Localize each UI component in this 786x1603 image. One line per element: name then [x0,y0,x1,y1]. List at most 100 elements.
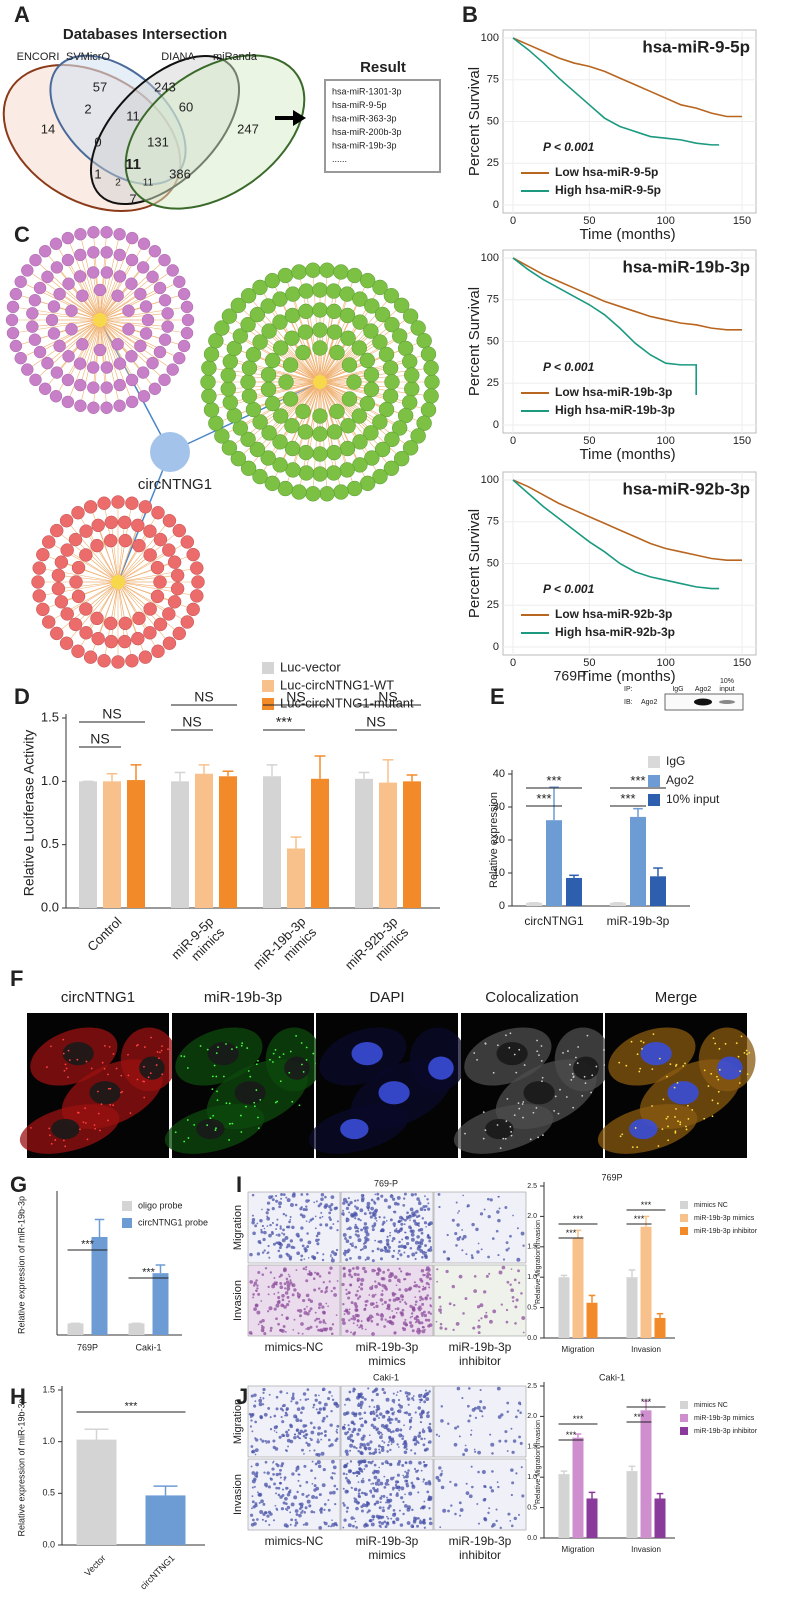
cell [254,1453,257,1456]
cell [359,1406,363,1409]
cell [297,1332,300,1335]
cell [352,1389,356,1393]
cell [381,1440,384,1443]
signal-dot [187,1137,190,1139]
cell [267,1285,270,1289]
cell [266,1514,270,1518]
cell [306,1499,311,1504]
cell [355,1506,359,1511]
network-node [272,434,288,450]
cell [497,1485,500,1489]
error-bar [628,1269,636,1278]
cell [318,1407,323,1411]
legend-label: High hsa-miR-9-5p [555,183,661,197]
network-edge [117,540,126,583]
network-node [252,468,268,485]
cell [343,1313,346,1315]
cell [251,1214,254,1217]
network-node [420,346,437,362]
micrograph [340,1264,434,1337]
cell [510,1427,513,1430]
cell [455,1201,458,1204]
network-node [162,636,177,650]
network-node [141,313,155,327]
cell [376,1478,381,1483]
cell [391,1291,395,1296]
network-node [125,496,139,510]
cell [409,1229,413,1233]
cell [390,1407,394,1412]
cell [264,1267,268,1270]
cell [477,1331,481,1335]
cell [383,1415,386,1417]
cell [315,1408,318,1411]
cell [289,1279,292,1282]
cell [497,1218,501,1223]
cell [418,1321,422,1325]
nucleus [629,1118,658,1140]
network-hub [313,375,327,389]
cell [329,1218,332,1222]
cell [285,1280,290,1284]
cell [295,1513,299,1516]
network-node [61,253,75,267]
network-node [341,391,358,407]
cell [420,1312,425,1316]
signal-dot [657,1145,660,1147]
network-node [9,339,23,353]
cell [519,1441,523,1445]
network-node [111,495,125,509]
network-node [131,631,145,646]
cell [349,1443,354,1448]
signal-dot [147,1076,150,1079]
cell [413,1281,416,1284]
nucleus [139,1056,165,1080]
error-bar [106,772,118,782]
signal-dot [717,1090,720,1093]
network-node [111,655,125,669]
cell [254,1289,257,1292]
cell [353,1429,356,1431]
significance-label: *** [634,1412,645,1422]
cell [283,1305,287,1309]
signal-dot [667,1125,669,1128]
network-node [282,357,299,373]
cell [479,1303,484,1308]
signal-dot [240,1044,243,1047]
cell [352,1422,356,1426]
signal-dot [246,1047,249,1049]
network-node [111,338,124,351]
cell [291,1396,295,1401]
cell [406,1397,411,1401]
cell [324,1434,327,1438]
cell [380,1526,382,1529]
cell [496,1386,501,1391]
cell [407,1505,411,1510]
cell [298,1473,301,1476]
cell [400,1311,404,1316]
cell [369,1518,373,1523]
cell [342,1526,345,1529]
cell [320,1438,323,1441]
signal-dot [159,1051,161,1054]
nucleus [62,1042,94,1066]
signal-dot [48,1134,51,1137]
cell [391,1239,394,1243]
network-node [146,270,159,284]
cell [422,1460,426,1464]
significance-label: *** [620,791,635,806]
network-label: circNTNG1 [138,476,212,493]
significance-label: *** [573,1214,584,1224]
signal-dot [522,1116,524,1119]
cell [346,1490,349,1493]
signal-dot [714,1042,717,1045]
network-node [100,381,113,394]
x-tick-label: 50 [583,435,595,447]
cell [322,1253,325,1256]
cell [261,1318,265,1323]
cell [281,1314,284,1317]
cell [396,1202,400,1206]
cell [423,1464,426,1467]
cell [405,1471,410,1475]
cell [423,1500,426,1503]
